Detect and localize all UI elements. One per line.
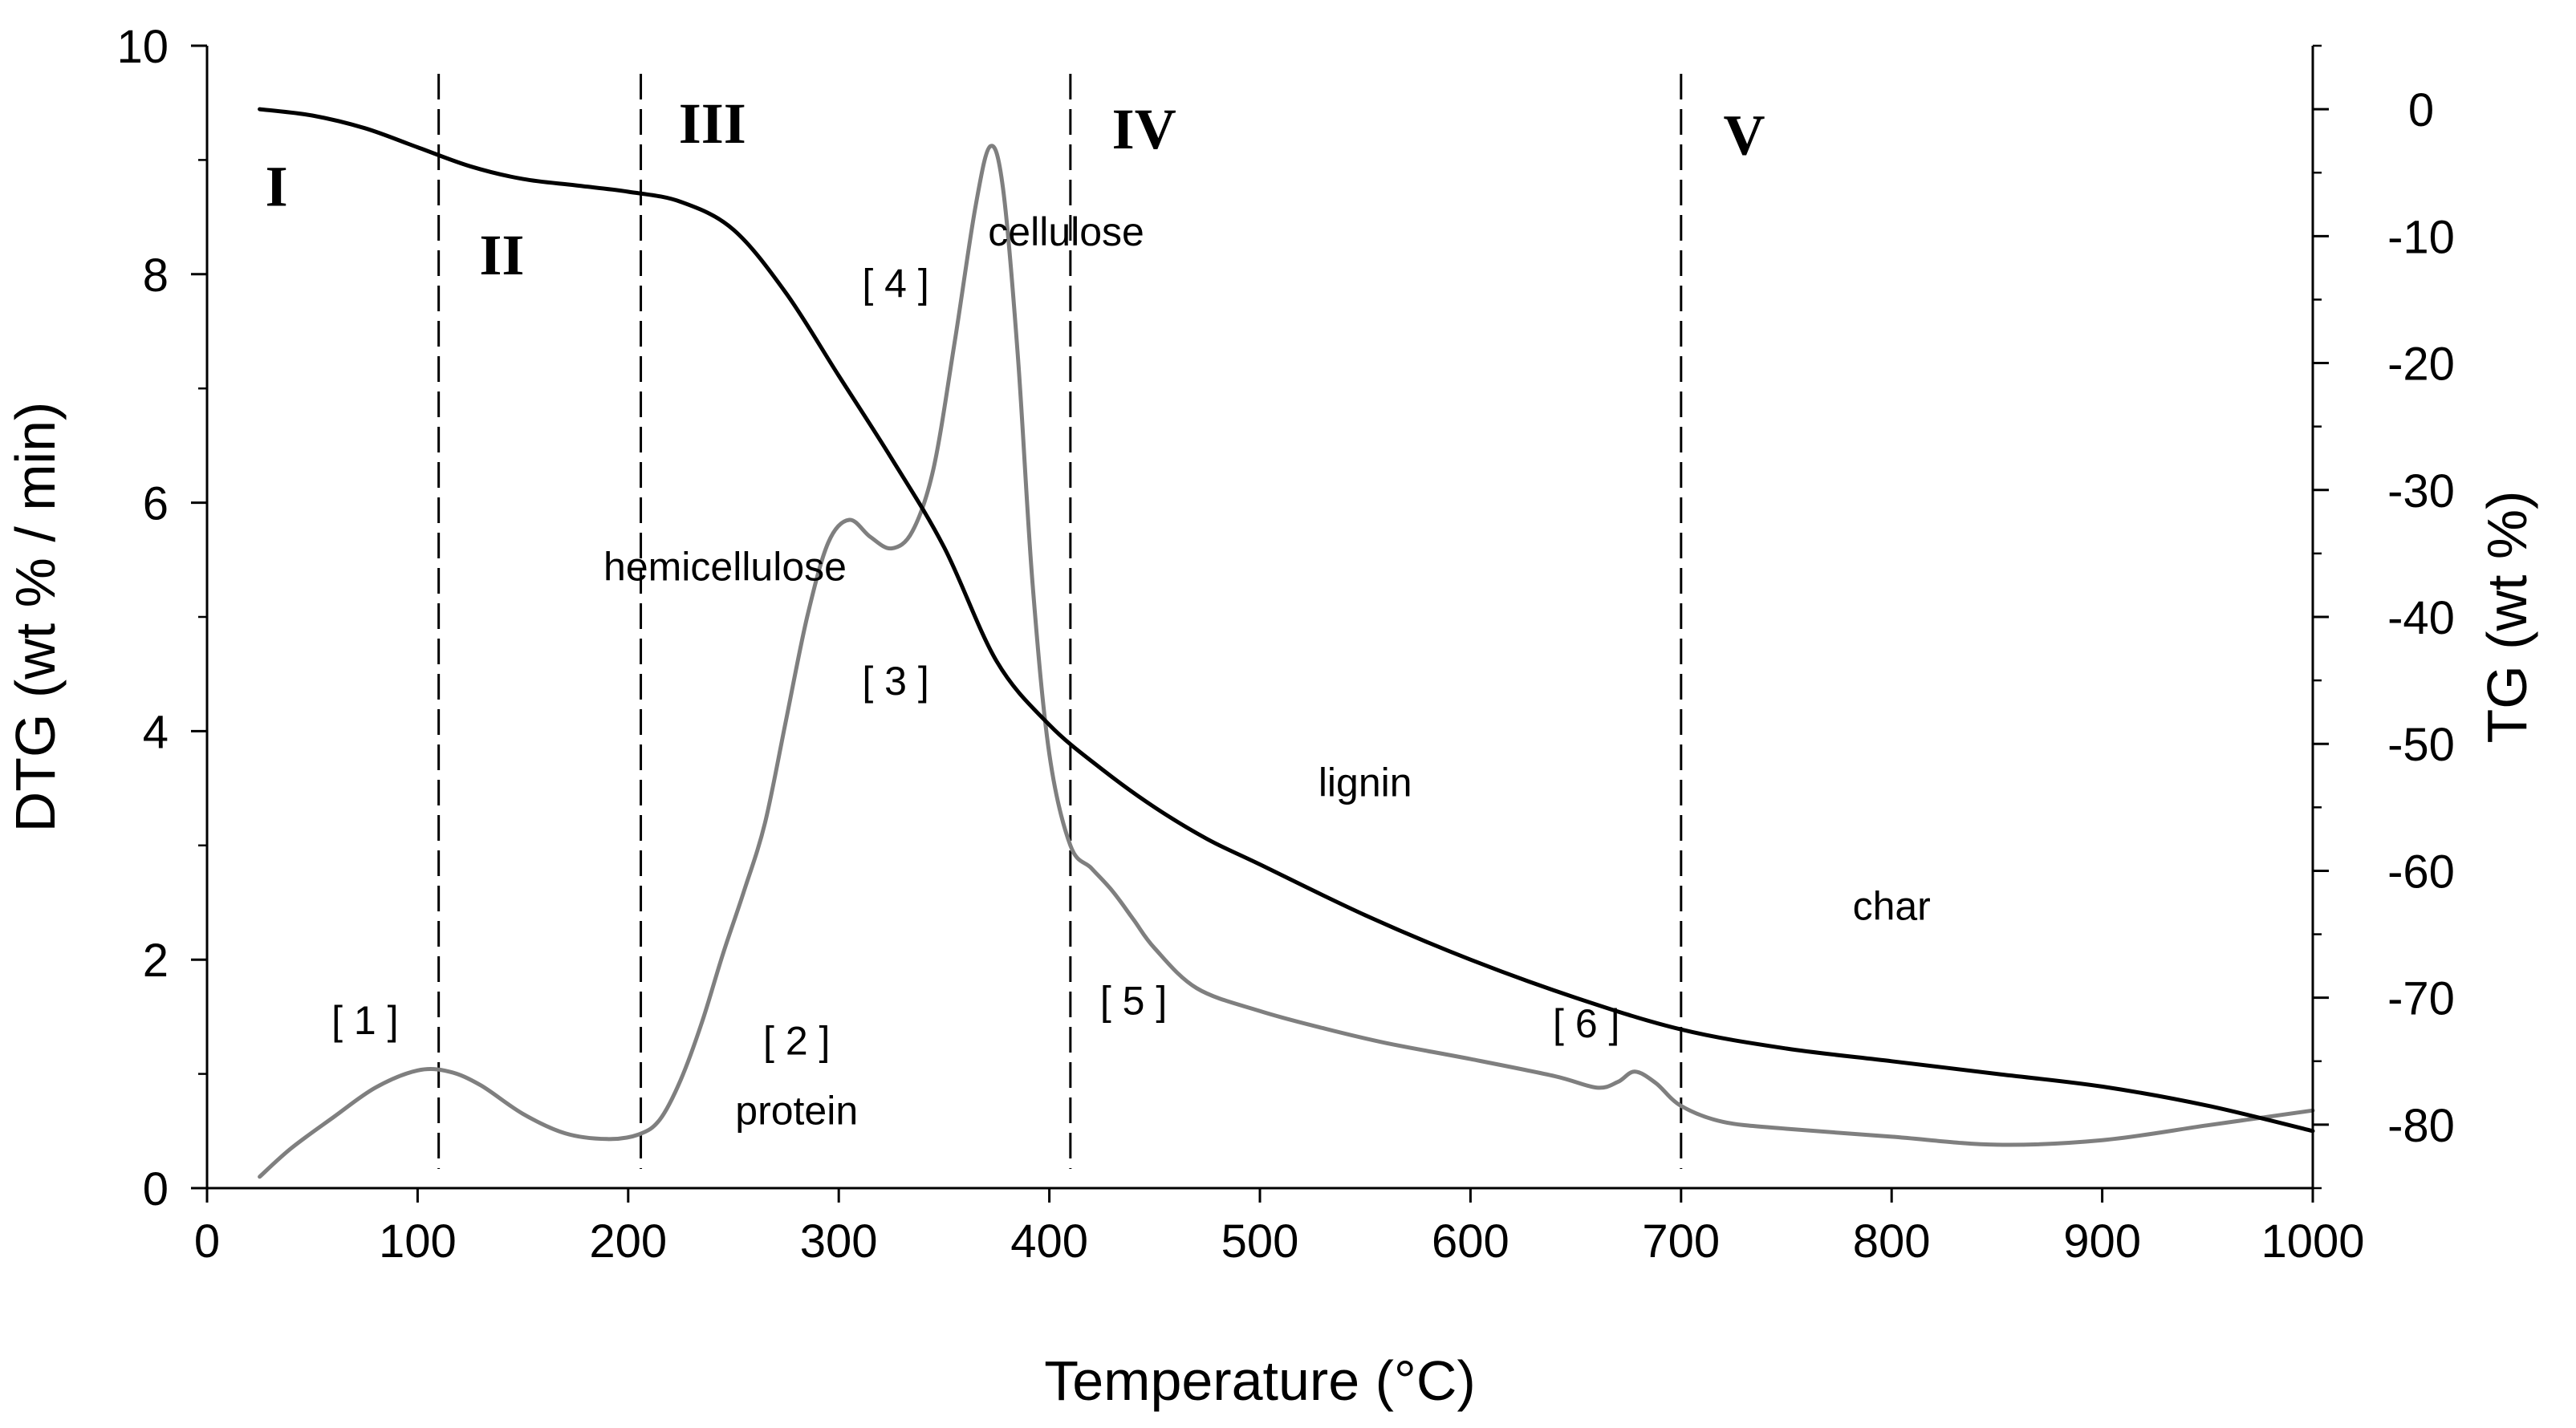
- tg-curve: [258, 107, 2315, 1134]
- stage-label-iv: IV: [1112, 97, 1176, 161]
- annotations: [ 1 ] [ 2 ] protein [ 3 ] hemicellulose [ 4 ]…: [331, 209, 1931, 1133]
- y-tick-label: 6: [143, 478, 169, 530]
- annotation-label: cellulose: [988, 209, 1144, 254]
- annotation-label: [ 4 ]: [862, 261, 928, 306]
- annotation-label: [ 3 ]: [862, 659, 928, 704]
- x-tick-label: 500: [1221, 1215, 1299, 1268]
- left-y-ticks: 0 2 4 6 8 10: [116, 21, 207, 1215]
- y2-tick-label: -20: [2387, 339, 2455, 391]
- x-tick-label: 600: [1432, 1215, 1509, 1268]
- x-tick-label: 900: [2063, 1215, 2141, 1268]
- x-tick-label: 400: [1010, 1215, 1088, 1268]
- annotation-label: hemicellulose: [603, 544, 847, 589]
- y-tick-label: 8: [143, 249, 169, 302]
- y-tick-label: 0: [143, 1163, 169, 1215]
- stage-label-i: I: [266, 154, 288, 218]
- plot-series: [258, 107, 2315, 1179]
- stage-label-ii: II: [479, 223, 524, 287]
- y2-tick-label: -70: [2387, 973, 2455, 1025]
- x-tick-label: 800: [1853, 1215, 1931, 1268]
- stage-boundaries: [437, 74, 1683, 1169]
- stage-label-iii: III: [679, 91, 746, 156]
- stage-label-v: V: [1724, 103, 1765, 167]
- y2-tick-label: -40: [2387, 592, 2455, 644]
- y-tick-label: 4: [143, 706, 169, 758]
- right-y-axis-title: TG (wt %): [2476, 491, 2538, 744]
- annotation-label: [ 5 ]: [1100, 979, 1167, 1024]
- x-tick-label: 200: [589, 1215, 667, 1268]
- annotation-label: [ 1 ]: [331, 998, 398, 1043]
- x-ticks: 0 100 200 300 400 500 600 700 800 900 1000: [194, 1188, 2365, 1268]
- x-tick-label: 100: [379, 1215, 457, 1268]
- y-tick-label: 2: [143, 935, 169, 987]
- left-y-axis-title: DTG (wt % / min): [4, 402, 67, 833]
- y2-tick-label: -50: [2387, 719, 2455, 771]
- y2-tick-label: -80: [2387, 1100, 2455, 1152]
- x-tick-label: 300: [800, 1215, 878, 1268]
- right-y-ticks: 0 -10 -20 -30 -40 -50 -60 -70 -80: [2313, 44, 2455, 1190]
- y2-tick-label: -10: [2387, 211, 2455, 263]
- annotation-label: [ 6 ]: [1553, 1001, 1619, 1046]
- y2-tick-label: 0: [2408, 84, 2434, 136]
- annotation-label: lignin: [1318, 761, 1412, 805]
- dtg-curve: [258, 144, 2315, 1179]
- x-tick-label: 0: [194, 1215, 220, 1268]
- x-tick-label: 700: [1642, 1215, 1720, 1268]
- annotation-label: protein: [735, 1088, 858, 1133]
- y2-tick-label: -30: [2387, 465, 2455, 517]
- x-axis-title: Temperature (°C): [1044, 1349, 1476, 1412]
- annotation-label: char: [1853, 883, 1931, 928]
- y2-tick-label: -60: [2387, 846, 2455, 898]
- y-tick-label: 10: [116, 21, 169, 73]
- annotation-label: [ 2 ]: [763, 1018, 830, 1063]
- x-tick-label: 1000: [2261, 1215, 2364, 1268]
